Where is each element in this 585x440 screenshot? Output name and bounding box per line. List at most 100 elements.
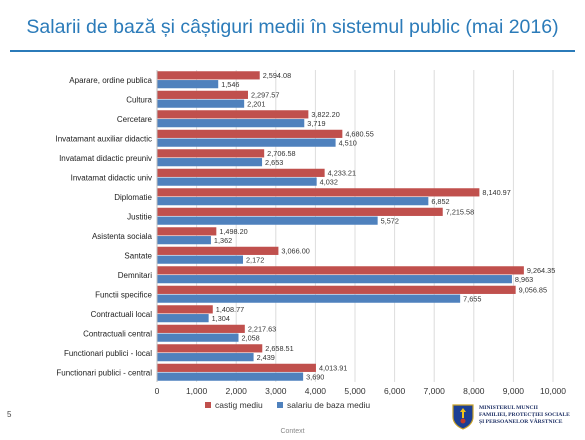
- x-tick-label: 3,000: [265, 386, 287, 396]
- bar-salariu-de-baza: [157, 119, 305, 128]
- data-label: 2,201: [247, 99, 265, 108]
- category-label: Invatamant auxiliar didactic: [56, 134, 153, 143]
- ministry-logo: Ministerul Muncii Familiei, Protecției S…: [450, 402, 582, 432]
- slide-number: 5: [7, 410, 12, 419]
- category-label: Invatamat didactic univ: [71, 173, 152, 182]
- x-tick-label: 9,000: [503, 386, 525, 396]
- data-label: 2,297.57: [251, 91, 279, 100]
- bar-castig-mediu: [157, 344, 263, 353]
- bar-castig-mediu: [157, 129, 343, 138]
- bar-castig-mediu: [157, 110, 309, 119]
- data-label: 4,013.91: [319, 364, 347, 373]
- legend-label: salariu de baza mediu: [287, 400, 370, 410]
- bar-salariu-de-baza: [157, 236, 211, 245]
- bar-salariu-de-baza: [157, 80, 219, 89]
- category-label: Santate: [124, 251, 152, 260]
- category-label: Diplomatie: [114, 193, 152, 202]
- bar-salariu-de-baza: [157, 158, 263, 167]
- category-label: Demnitari: [118, 271, 152, 280]
- bar-castig-mediu: [157, 149, 265, 158]
- bar-salariu-de-baza: [157, 275, 512, 284]
- category-label: Cercetare: [117, 115, 153, 124]
- x-tick-label: 10,000: [540, 386, 566, 396]
- x-tick-label: 4,000: [305, 386, 327, 396]
- data-label: 4,510: [339, 138, 357, 147]
- bar-salariu-de-baza: [157, 177, 317, 186]
- data-label: 2,058: [241, 333, 259, 342]
- bar-castig-mediu: [157, 324, 245, 333]
- bar-salariu-de-baza: [157, 138, 336, 147]
- x-tick-label: 1,000: [186, 386, 208, 396]
- category-label: Justitie: [127, 212, 152, 221]
- slide-title: Salarii de bază și câștiguri medii în si…: [26, 16, 559, 38]
- data-label: 3,719: [307, 119, 325, 128]
- data-label: 8,140.97: [482, 188, 510, 197]
- bar-salariu-de-baza: [157, 99, 245, 108]
- data-label: 1,498.20: [219, 227, 247, 236]
- data-label: 7,215.58: [446, 208, 474, 217]
- footer-context: Context: [280, 428, 305, 435]
- data-label: 5,572: [381, 216, 399, 225]
- category-label: Functionari publici - central: [56, 368, 152, 377]
- x-tick-label: 5,000: [344, 386, 366, 396]
- bar-castig-mediu: [157, 246, 279, 255]
- legend-swatch: [205, 402, 211, 408]
- x-tick-label: 7,000: [424, 386, 446, 396]
- category-label: Functionari publici - local: [64, 349, 152, 358]
- bar-salariu-de-baza: [157, 197, 429, 206]
- bar-salariu-de-baza: [157, 333, 239, 342]
- category-label: Cultura: [126, 95, 152, 104]
- data-label: 8,963: [515, 275, 533, 284]
- data-label: 6,852: [431, 197, 449, 206]
- data-label: 7,655: [463, 294, 481, 303]
- x-tick-label: 0: [155, 386, 160, 396]
- bar-castig-mediu: [157, 90, 248, 99]
- data-label: 2,439: [257, 353, 275, 362]
- data-label: 2,594.08: [263, 71, 291, 80]
- bar-castig-mediu: [157, 207, 443, 216]
- bar-salariu-de-baza: [157, 314, 209, 323]
- x-tick-label: 8,000: [463, 386, 485, 396]
- bar-salariu-de-baza: [157, 294, 461, 303]
- title-underline: [10, 50, 575, 52]
- bar-castig-mediu: [157, 363, 316, 372]
- category-label: Contractuali local: [91, 310, 153, 319]
- data-label: 3,822.20: [311, 110, 339, 119]
- category-label: Asistenta sociala: [92, 232, 153, 241]
- bar-castig-mediu: [157, 188, 480, 197]
- data-label: 3,066.00: [281, 247, 309, 256]
- data-label: 1,304: [212, 314, 230, 323]
- data-label: 2,658.51: [265, 344, 293, 353]
- bar-castig-mediu: [157, 285, 516, 294]
- bar-salariu-de-baza: [157, 353, 254, 362]
- bar-salariu-de-baza: [157, 372, 304, 381]
- data-label: 2,217.63: [248, 325, 276, 334]
- bar-castig-mediu: [157, 305, 213, 314]
- bar-castig-mediu: [157, 266, 524, 275]
- data-label: 3,690: [306, 372, 324, 381]
- logo-line-1: Ministerul Muncii: [479, 405, 538, 411]
- x-tick-label: 2,000: [226, 386, 248, 396]
- data-label: 2,706.58: [267, 149, 295, 158]
- category-label: Contractuali central: [83, 329, 152, 338]
- data-label: 2,653: [265, 158, 283, 167]
- category-label: Aparare, ordine publica: [69, 76, 152, 85]
- legend-swatch: [277, 402, 283, 408]
- bar-salariu-de-baza: [157, 255, 244, 264]
- coat-of-arms-icon: [452, 404, 474, 430]
- logo-line-2: Familiei, Protecției Sociale: [479, 412, 570, 418]
- data-label: 4,233.21: [328, 169, 356, 178]
- data-label: 1,408.77: [216, 305, 244, 314]
- logo-line-3: și Persoanelor Vârstnice: [479, 419, 563, 425]
- data-label: 9,264.35: [527, 266, 555, 275]
- bar-castig-mediu: [157, 168, 325, 177]
- data-label: 1,362: [214, 236, 232, 245]
- data-label: 4,032: [320, 177, 338, 186]
- data-label: 9,056.85: [519, 286, 547, 295]
- category-label: Invatamat didactic preuniv: [59, 154, 152, 163]
- data-label: 4,680.55: [345, 130, 373, 139]
- bar-castig-mediu: [157, 227, 217, 236]
- data-label: 2,172: [246, 255, 264, 264]
- bar-castig-mediu: [157, 71, 260, 80]
